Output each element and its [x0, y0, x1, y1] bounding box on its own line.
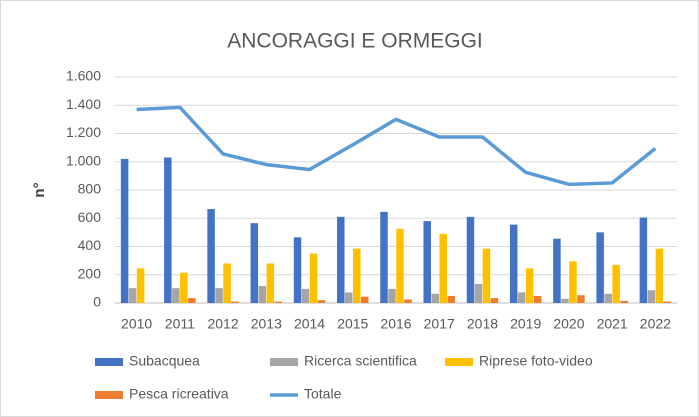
x-tick-label: 2021 — [597, 316, 628, 332]
line — [136, 105, 657, 187]
y-tick-label: 1.200 — [66, 124, 101, 140]
bar — [136, 268, 145, 303]
y-tick-label: 1.400 — [66, 96, 101, 112]
bar — [533, 295, 542, 303]
bar — [482, 248, 491, 303]
bar — [553, 238, 561, 303]
y-tick-label: 600 — [78, 209, 102, 225]
bar — [525, 268, 534, 303]
bar — [337, 216, 345, 303]
x-tick-label: 2010 — [121, 316, 152, 332]
legend-label: Subacquea — [129, 353, 200, 369]
bar — [569, 261, 577, 303]
bar — [180, 272, 188, 303]
chart-title: ANCORAGGI E ORMEGGI — [227, 30, 483, 53]
bar — [361, 296, 369, 303]
bar — [423, 221, 431, 303]
legend-label: Pesca ricreativa — [129, 386, 229, 402]
bar — [207, 209, 215, 303]
bar — [301, 288, 310, 303]
y-tick-label: 1.000 — [66, 152, 101, 168]
bar — [223, 263, 231, 303]
bar — [509, 224, 518, 303]
bar — [663, 301, 672, 303]
bar — [577, 295, 585, 303]
bar — [561, 298, 569, 303]
bar — [353, 248, 361, 303]
y-axis-title: n° — [31, 182, 48, 197]
bar — [596, 232, 604, 303]
legend-swatch — [270, 358, 298, 366]
legend-label: Totale — [304, 386, 342, 402]
bar — [164, 157, 172, 303]
y-tick-label: 800 — [78, 181, 102, 197]
y-tick-label: 200 — [78, 265, 102, 281]
bar — [317, 300, 326, 303]
bar — [604, 293, 612, 303]
bar — [517, 292, 526, 303]
bar — [474, 283, 483, 303]
bar — [120, 158, 129, 303]
bar — [439, 233, 447, 303]
bar — [188, 298, 196, 303]
x-tick-label: 2016 — [380, 316, 411, 332]
bar — [274, 301, 283, 303]
bar — [266, 263, 275, 303]
bar — [258, 286, 267, 303]
legend-label: Ricerca scientifica — [304, 353, 417, 369]
x-tick-label: 2018 — [467, 316, 498, 332]
bar — [172, 288, 180, 303]
bar — [396, 228, 404, 303]
bar — [309, 253, 318, 303]
bar — [128, 288, 137, 303]
bar — [620, 300, 628, 303]
bar — [404, 299, 412, 303]
bar — [612, 264, 620, 303]
x-tick-label: 2013 — [251, 316, 282, 332]
x-tick-label: 2020 — [553, 316, 584, 332]
bar — [431, 293, 439, 303]
legend-label: Riprese foto-video — [479, 353, 593, 369]
bar — [380, 211, 388, 303]
bar — [490, 298, 499, 303]
x-tick-label: 2019 — [510, 316, 541, 332]
y-tick-label: 1.600 — [66, 68, 101, 84]
y-tick-label: 400 — [78, 237, 102, 253]
x-tick-label: 2017 — [424, 316, 455, 332]
y-tick-label: 0 — [93, 294, 101, 310]
x-tick-label: 2015 — [337, 316, 368, 332]
x-tick-label: 2012 — [207, 316, 238, 332]
bar — [215, 288, 223, 303]
bar — [345, 292, 353, 303]
legend-swatch — [445, 358, 473, 366]
bar — [466, 216, 475, 303]
x-tick-label: 2014 — [294, 316, 325, 332]
bar — [231, 301, 239, 303]
bar — [655, 248, 664, 303]
x-tick-label: 2022 — [640, 316, 671, 332]
legend-swatch — [95, 391, 123, 399]
legend-swatch — [95, 358, 123, 366]
bar — [447, 295, 455, 303]
x-tick-label: 2011 — [165, 316, 195, 332]
bar — [250, 223, 259, 303]
bar — [647, 290, 656, 303]
bar — [639, 217, 648, 303]
bar — [388, 288, 396, 303]
bar — [293, 237, 302, 303]
